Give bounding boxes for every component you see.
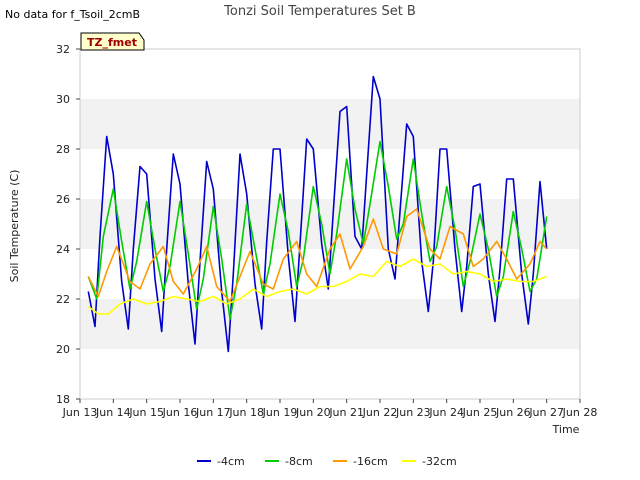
y-tick-label: 32 (56, 43, 70, 56)
x-tick-label: Jun 16 (162, 406, 198, 419)
y-tick-label: 24 (56, 243, 70, 256)
y-tick-label: 30 (56, 93, 70, 106)
x-tick-label: Jun 14 (95, 406, 131, 419)
x-tick-label: Jun 25 (462, 406, 498, 419)
series-line-8cm (87, 140, 548, 320)
series-line-32cm (87, 258, 547, 315)
y-tick-label: 26 (56, 193, 70, 206)
series-lines (87, 75, 548, 353)
chart-title: Tonzi Soil Temperatures Set B (223, 4, 416, 19)
x-tick-label: Jun 23 (395, 406, 431, 419)
x-tick-label: Jun 22 (362, 406, 398, 419)
grid-band (80, 99, 580, 149)
grid-band (80, 299, 580, 349)
grid-band (80, 199, 580, 249)
site-badge: TZ_fmet (80, 32, 145, 51)
badge-label: TZ_fmet (87, 36, 137, 49)
y-tick-label: 22 (56, 293, 70, 306)
x-tick-label: Jun 28 (562, 406, 598, 419)
x-tick-label: Jun 24 (428, 406, 464, 419)
x-axis-label: Time (552, 423, 580, 436)
grid-band (80, 49, 580, 99)
y-tick-label: 28 (56, 143, 70, 156)
y-tick-label: 20 (56, 343, 70, 356)
x-tick-label: Jun 19 (262, 406, 298, 419)
x-tick-label: Jun 15 (128, 406, 164, 419)
x-tick-label: Jun 26 (495, 406, 531, 419)
x-tick-label: Jun 20 (295, 406, 331, 419)
grid-band (80, 149, 580, 199)
legend-label: -32cm (422, 455, 457, 468)
y-axis-label: Soil Temperature (C) (8, 170, 21, 283)
legend: -4cm -8cm -16cm -32cm (197, 455, 457, 468)
x-tick-label: Jun 17 (195, 406, 231, 419)
legend-label: -8cm (285, 455, 313, 468)
x-tick-label: Jun 27 (528, 406, 564, 419)
badge-shape (80, 32, 145, 51)
series-line-16cm (87, 208, 548, 303)
y-axis: 18 20 22 24 26 28 30 32 (56, 43, 80, 406)
x-tick-label: Jun 18 (228, 406, 264, 419)
grid-bands (80, 49, 580, 399)
legend-label: -16cm (353, 455, 388, 468)
y-tick-label: 18 (56, 393, 70, 406)
x-tick-label: Jun 21 (328, 406, 364, 419)
legend-label: -4cm (217, 455, 245, 468)
x-tick-label: Jun 13 (62, 406, 98, 419)
grid-band (80, 349, 580, 399)
no-data-note: No data for f_Tsoil_2cmB (5, 8, 140, 21)
